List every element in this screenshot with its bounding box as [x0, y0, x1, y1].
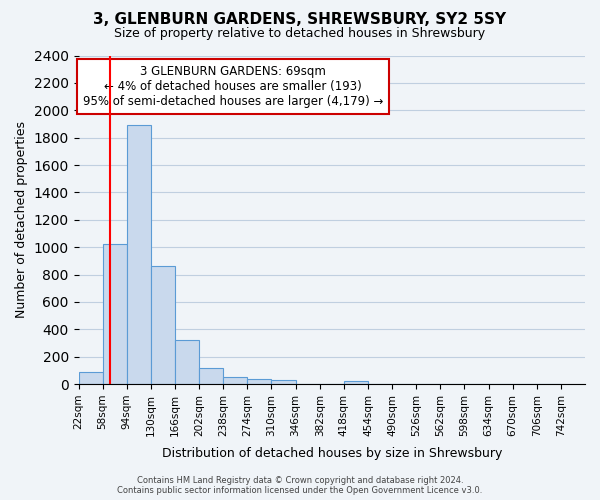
Bar: [151, 266, 175, 384]
Bar: [127, 126, 151, 384]
Bar: [79, 372, 103, 384]
Bar: [199, 368, 223, 384]
Y-axis label: Number of detached properties: Number of detached properties: [15, 122, 28, 318]
Text: Size of property relative to detached houses in Shrewsbury: Size of property relative to detached ho…: [115, 28, 485, 40]
Text: 3 GLENBURN GARDENS: 69sqm
← 4% of detached houses are smaller (193)
95% of semi-: 3 GLENBURN GARDENS: 69sqm ← 4% of detach…: [83, 66, 383, 108]
Bar: [344, 380, 368, 384]
Bar: [223, 377, 247, 384]
X-axis label: Distribution of detached houses by size in Shrewsbury: Distribution of detached houses by size …: [161, 447, 502, 460]
Bar: [271, 380, 296, 384]
Bar: [103, 244, 127, 384]
Text: Contains HM Land Registry data © Crown copyright and database right 2024.
Contai: Contains HM Land Registry data © Crown c…: [118, 476, 482, 495]
Text: 3, GLENBURN GARDENS, SHREWSBURY, SY2 5SY: 3, GLENBURN GARDENS, SHREWSBURY, SY2 5SY: [94, 12, 506, 28]
Bar: [247, 378, 271, 384]
Bar: [175, 340, 199, 384]
